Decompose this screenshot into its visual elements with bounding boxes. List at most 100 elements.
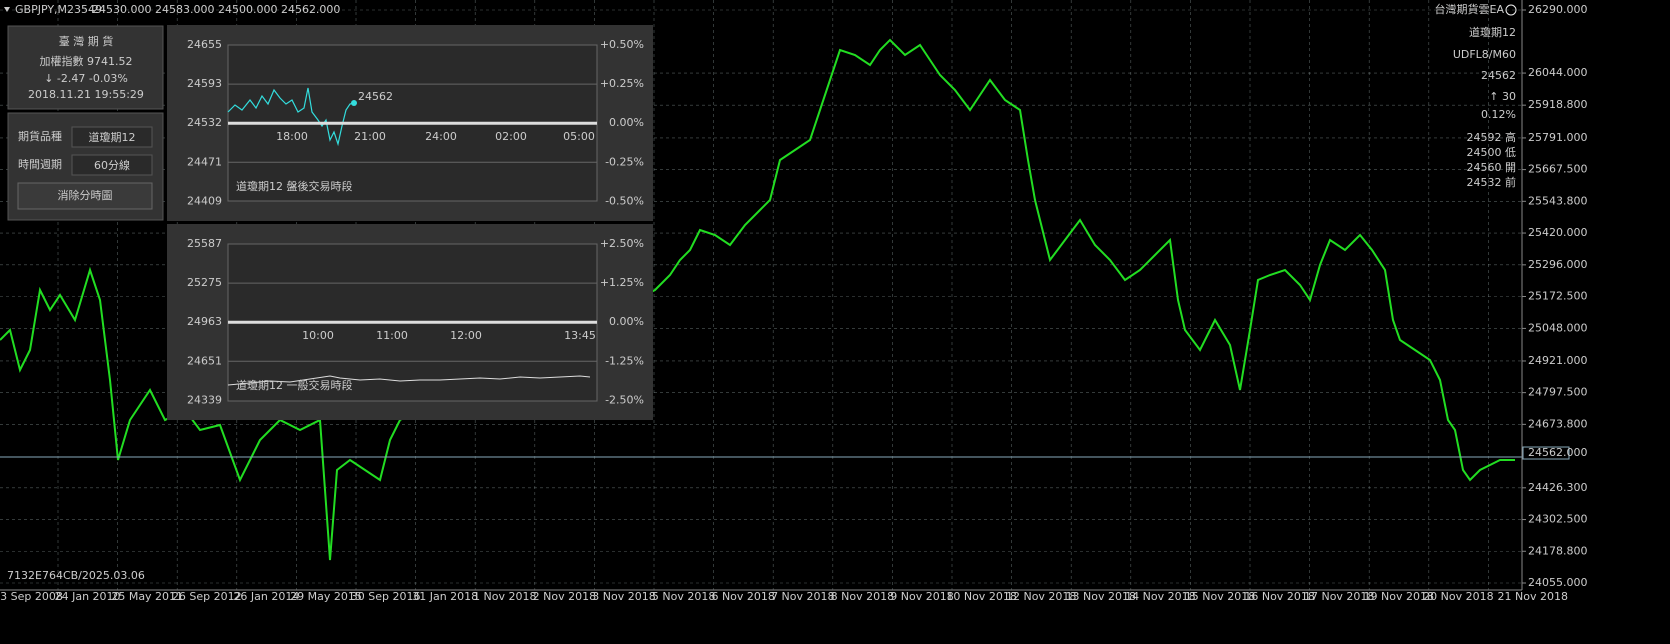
time-tick-label: 2 Nov 2018 xyxy=(533,590,596,603)
price-tick-label: 24426.300 xyxy=(1528,481,1588,494)
ohlc: 24530.000 24583.000 24500.000 24562.000 xyxy=(92,3,340,16)
time-tick-label: 26 Sep 2012 xyxy=(172,590,242,603)
price-tick-label: 24055.000 xyxy=(1528,576,1588,589)
time-tick-label: 5 Nov 2018 xyxy=(652,590,715,603)
mini-line xyxy=(227,375,591,386)
info-name: 道瓊期12 xyxy=(1469,25,1516,39)
mini-last-dot xyxy=(351,100,357,106)
product-value: 道瓊期12 xyxy=(89,130,136,144)
mini-time-label: 05:00 xyxy=(563,130,595,143)
info-symbol: UDFL8/M60 xyxy=(1453,48,1516,61)
time-tick-label: 17 Nov 2018 xyxy=(1304,590,1374,603)
mini-time-label: 24:00 xyxy=(425,130,457,143)
mini-price-label: 24409 xyxy=(187,194,222,207)
time-tick-label: 31 Jan 2018 xyxy=(412,590,478,603)
price-series xyxy=(0,38,1515,561)
mini-percent-label: -2.50% xyxy=(605,393,644,406)
price-tick-label: 25296.000 xyxy=(1528,258,1588,271)
time-tick-label: 24 Jan 2010 xyxy=(55,590,121,603)
info-change: ↑ 30 xyxy=(1489,90,1516,103)
price-tick-label: 26290.000 xyxy=(1528,3,1588,16)
info-price: 24562 xyxy=(1481,69,1516,82)
time-tick-label: 30 Sep 2016 xyxy=(351,590,421,603)
price-tick-label: 24673.800 xyxy=(1528,417,1588,430)
price-tick-label: 25172.500 xyxy=(1528,290,1588,303)
mini-last-label: 24562 xyxy=(358,90,393,103)
ea-name: 台灣期貨雲EA xyxy=(1435,2,1505,16)
time-tick-label: 8 Nov 2018 xyxy=(831,590,894,603)
time-tick-label: 6 Nov 2018 xyxy=(711,590,774,603)
price-tick-label: 24178.800 xyxy=(1528,544,1588,557)
mini-time-label: 13:45 xyxy=(564,329,596,342)
time-tick-label: 7 Nov 2018 xyxy=(771,590,834,603)
mini-time-label: 02:00 xyxy=(495,130,527,143)
info-change-pct: 0.12% xyxy=(1481,108,1516,121)
mini-price-label: 24651 xyxy=(187,354,222,367)
mini-price-label: 24339 xyxy=(187,393,222,406)
time-tick-label: 9 Nov 2018 xyxy=(890,590,953,603)
current-price-label: 24562.000 xyxy=(1528,446,1588,459)
period-value: 60分線 xyxy=(94,158,130,172)
mini-time-label: 10:00 xyxy=(302,329,334,342)
info-stat: 24592 高 xyxy=(1467,130,1517,144)
time-tick-label: 29 May 2015 xyxy=(290,590,362,603)
index-value: 加權指數 9741.52 xyxy=(40,54,133,68)
time-tick-label: 16 Nov 2018 xyxy=(1244,590,1314,603)
info-stat: 24532 前 xyxy=(1467,175,1517,189)
product-select[interactable] xyxy=(71,126,153,148)
price-tick-label: 24921.000 xyxy=(1528,354,1588,367)
price-tick-label: 25420.000 xyxy=(1528,226,1588,239)
price-tick-label: 25918.800 xyxy=(1528,98,1588,111)
mini-percent-label: -0.25% xyxy=(605,155,644,168)
clear-button[interactable] xyxy=(17,182,153,210)
price-tick-label: 24302.500 xyxy=(1528,513,1588,526)
time-tick-label: 26 Jan 2014 xyxy=(233,590,299,603)
mini-time-label: 11:00 xyxy=(376,329,408,342)
period-select[interactable] xyxy=(71,154,153,176)
menu-arrow[interactable] xyxy=(4,7,10,12)
mini-caption: 道瓊期12 一般交易時段 xyxy=(236,378,353,392)
mini-percent-label: +0.50% xyxy=(600,38,644,51)
mini-time-label: 18:00 xyxy=(276,130,308,143)
mini-time-label: 21:00 xyxy=(354,130,386,143)
time-tick-label: 15 Nov 2018 xyxy=(1185,590,1255,603)
time-tick-label: 10 Nov 2018 xyxy=(946,590,1016,603)
license: 7132E764CB/2025.03.06 xyxy=(7,569,145,582)
price-tick-label: 24797.500 xyxy=(1528,386,1588,399)
mini-price-label: 24655 xyxy=(187,38,222,51)
mini-percent-label: +0.25% xyxy=(600,77,644,90)
mini-percent-label: 0.00% xyxy=(609,315,644,328)
mini-price-label: 25587 xyxy=(187,237,222,250)
time-tick-label: 12 Nov 2018 xyxy=(1006,590,1076,603)
after-hours-chart: 24655 +0.50% 24593 +0.25% 24532 0.00% 24471 -0.… xyxy=(167,25,653,221)
datetime: 2018.11.21 19:55:29 xyxy=(28,88,144,101)
current-price-box xyxy=(1522,446,1570,460)
info-stat: 24560 開 xyxy=(1467,161,1517,174)
mini-percent-label: +1.25% xyxy=(600,276,644,289)
mini-percent-label: +2.50% xyxy=(600,237,644,250)
mini-price-label: 24471 xyxy=(187,155,222,168)
time-tick-label: 19 Nov 2018 xyxy=(1364,590,1434,603)
mini-percent-label: 0.00% xyxy=(609,116,644,129)
price-tick-label: 25048.000 xyxy=(1528,321,1588,334)
mini-price-label: 24532 xyxy=(187,116,222,129)
time-tick-label: 25 May 2011 xyxy=(111,590,183,603)
mini-line xyxy=(227,87,355,147)
price-tick-label: 25667.500 xyxy=(1528,163,1588,176)
panel-title: 臺 灣 期 貨 xyxy=(59,34,114,48)
time-tick-label: 3 Nov 2018 xyxy=(592,590,655,603)
info-stat: 24500 低 xyxy=(1467,146,1517,159)
price-tick-label: 26044.000 xyxy=(1528,66,1588,79)
price-tick-label: 25543.800 xyxy=(1528,194,1588,207)
price-tick-label: 25791.000 xyxy=(1528,131,1588,144)
time-tick-label: 14 Nov 2018 xyxy=(1125,590,1195,603)
period-label: 時間週期 xyxy=(18,158,62,171)
ea-icon[interactable] xyxy=(1505,4,1517,16)
mini-caption: 道瓊期12 盤後交易時段 xyxy=(236,179,353,193)
quote-box xyxy=(7,25,164,110)
index-change: ↓ -2.47 -0.03% xyxy=(44,72,128,85)
time-tick-label: 1 Nov 2018 xyxy=(473,590,536,603)
time-tick-label: 20 Nov 2018 xyxy=(1423,590,1493,603)
